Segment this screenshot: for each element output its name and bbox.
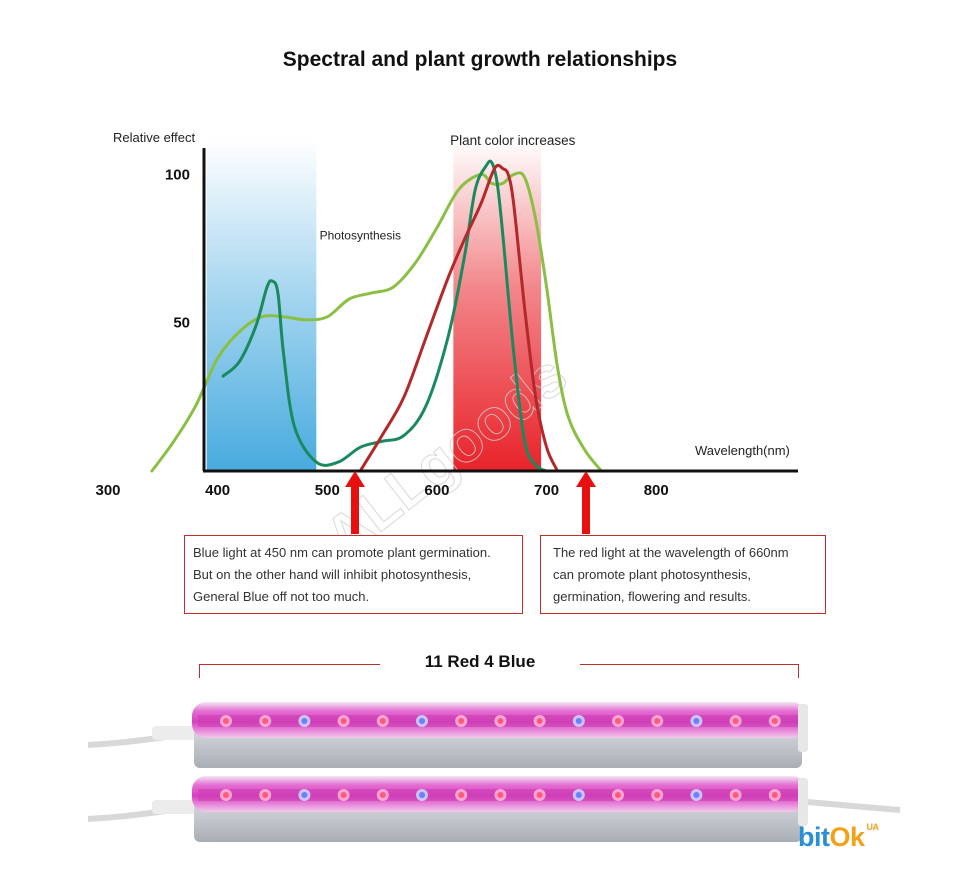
series-line-3 [358, 163, 559, 473]
red-led-core [732, 792, 739, 798]
red-led-core [654, 792, 661, 798]
led-ratio-label: 11 Red 4 Blue [380, 652, 580, 672]
led-grow-light-bars [87, 702, 901, 842]
red-band [453, 140, 542, 471]
red-arrow [576, 471, 596, 534]
x-tick-label: 800 [644, 482, 669, 499]
logo-part-1: bit [798, 822, 830, 852]
power-cord-out [807, 799, 901, 813]
red-led-core [497, 718, 504, 724]
logo-part-2: Ok [829, 822, 866, 852]
bracket-tick-right [798, 664, 799, 678]
x-tick-label: 600 [424, 482, 449, 499]
x-axis-label: Wavelength(nm) [695, 443, 790, 458]
x-tick-label: 400 [205, 482, 230, 499]
red-led-core [223, 718, 229, 724]
x-tick-label: 300 [95, 482, 120, 499]
red-led-core [654, 718, 661, 724]
red-led-core [340, 718, 347, 724]
blue-light-callout: Blue light at 450 nm can promote plant g… [184, 535, 523, 614]
red-led-core [458, 792, 465, 798]
chart-annotation: Photosynthesis [320, 229, 401, 243]
series-line-2 [221, 159, 549, 473]
brand-logo: bitOk UA [798, 822, 879, 853]
y-axis-label: Relative effect [113, 130, 196, 145]
red-led-core [262, 792, 269, 798]
callout-line: The red light at the wavelength of 660nm [553, 545, 789, 560]
chart-annotation: Plant color increases [450, 133, 576, 148]
x-tick-label: 500 [315, 482, 340, 499]
end-cap [798, 778, 808, 826]
blue-led-core [419, 792, 425, 798]
end-cap [798, 704, 808, 752]
logo-part-3: UA [866, 822, 880, 832]
red-led-core [536, 792, 543, 798]
red-led-core [771, 792, 778, 798]
red-led-core [497, 792, 504, 798]
red-led-core [379, 718, 386, 724]
blue-led-core [575, 718, 582, 724]
red-led-core [223, 792, 229, 798]
blue-arrow [345, 471, 365, 534]
callout-line: But on the other hand will inhibit photo… [193, 567, 472, 582]
red-led-core [536, 718, 543, 724]
series-line-1 [150, 171, 603, 473]
red-led-core [262, 718, 269, 724]
red-light-callout: The red light at the wavelength of 660nm… [540, 535, 826, 614]
blue-led-core [693, 718, 700, 724]
bracket-tick-left [199, 664, 200, 678]
red-led-core [458, 718, 465, 724]
cord-connector [152, 800, 200, 814]
blue-led-core [301, 792, 308, 798]
page-title: Spectral and plant growth relationships [282, 48, 678, 71]
red-led-core [615, 792, 621, 798]
callout-line: germination, flowering and results. [553, 589, 751, 604]
y-tick-label: 50 [173, 315, 190, 332]
cord-connector [152, 726, 200, 740]
red-led-core [379, 792, 386, 798]
callout-line: General Blue off not too much. [193, 589, 370, 604]
callout-line: Blue light at 450 nm can promote plant g… [193, 545, 491, 560]
red-led-core [340, 792, 347, 798]
blue-led-core [575, 792, 582, 798]
blue-led-core [301, 718, 308, 724]
blue-led-core [419, 718, 425, 724]
led-bar-top [87, 702, 808, 768]
x-tick-label: 700 [534, 482, 559, 499]
led-bar-bottom [87, 776, 808, 842]
y-tick-label: 100 [165, 166, 190, 183]
red-led-core [732, 718, 739, 724]
red-led-core [615, 718, 621, 724]
blue-led-core [693, 792, 700, 798]
callout-line: can promote plant photosynthesis, [553, 567, 752, 582]
red-led-core [771, 718, 778, 724]
